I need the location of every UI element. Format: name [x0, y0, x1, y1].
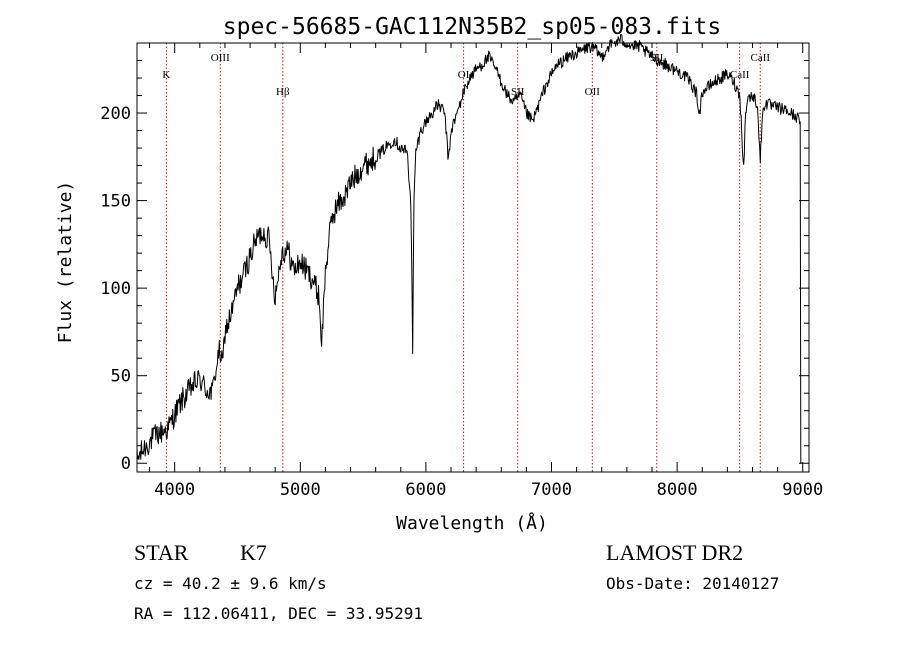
plot-frame: [136, 42, 810, 473]
coordinates: RA = 112.06411, DEC = 33.95291: [134, 604, 423, 623]
spectrum-series: [136, 34, 803, 464]
x-tick-label: 5000: [280, 480, 321, 500]
chart-title: spec-56685-GAC112N35B2_sp05-083.fits: [223, 14, 722, 40]
y-axis-label: Flux (relative): [55, 181, 76, 344]
line-marker-label: K: [162, 69, 170, 81]
y-tick-label: 0: [121, 454, 131, 474]
object-subclass: K7: [240, 540, 267, 565]
redshift-velocity: cz = 40.2 ± 9.6 km/s: [134, 574, 327, 593]
survey-name: LAMOST DR2: [606, 540, 744, 565]
y-tick-label: 150: [100, 192, 131, 212]
spectrum-line: [136, 34, 803, 464]
y-tick-label: 100: [100, 279, 131, 299]
axis-ticks: 4000 5000 6000 7000 8000 9000 0 50 100 150 200: [100, 42, 823, 500]
line-marker-label: CaII: [730, 69, 750, 81]
x-tick-label: 8000: [657, 480, 698, 500]
x-tick-label: 7000: [531, 480, 572, 500]
observation-date: Obs-Date: 20140127: [606, 574, 780, 593]
line-marker-label: OI: [458, 69, 470, 81]
x-axis-label: Wavelength (Å): [396, 512, 548, 534]
y-tick-label: 50: [111, 367, 131, 387]
x-tick-label: 4000: [154, 480, 195, 500]
line-marker-label: Hβ: [276, 86, 290, 98]
line-marker-label: OIII: [211, 52, 230, 64]
x-tick-label: 6000: [405, 480, 446, 500]
object-class: STAR: [134, 540, 189, 565]
line-marker-label: CaII: [750, 52, 770, 64]
line-marker-label: OII: [585, 86, 601, 98]
x-tick-label: 9000: [782, 480, 823, 500]
y-tick-label: 200: [100, 104, 131, 124]
